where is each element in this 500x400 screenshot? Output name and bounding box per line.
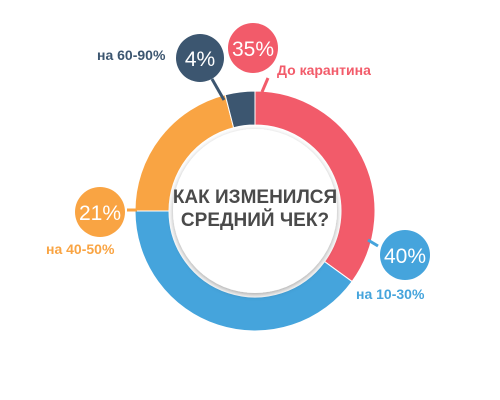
center-title-line-1: КАК ИЗМЕНИЛСЯ <box>173 187 337 208</box>
slice-category-label: на 10-30% <box>356 286 425 302</box>
slice-category-label: До карантина <box>277 62 371 78</box>
slice-connector <box>367 238 379 248</box>
slice-value-badge <box>380 230 430 280</box>
slice-value-label: 4% <box>185 48 215 71</box>
donut-slice <box>134 210 353 332</box>
donut-slices <box>134 90 376 332</box>
slice-category-label: на 60-90% <box>97 47 166 63</box>
slice-category-label: на 40-50% <box>46 241 115 257</box>
center-title-line-2: СРЕДНИЙ ЧЕК? <box>181 209 329 231</box>
slice-value-badge <box>75 187 125 237</box>
donut-slice <box>224 90 256 129</box>
slice-value-label: 40% <box>384 245 426 268</box>
slice-connector <box>260 77 270 93</box>
slice-value-badge <box>176 34 224 82</box>
slice-value-badge <box>228 23 278 73</box>
donut-center <box>173 129 337 293</box>
slice-value-label: 21% <box>79 202 121 225</box>
slice-connector <box>210 78 226 101</box>
slice-value-label: 35% <box>232 38 274 61</box>
